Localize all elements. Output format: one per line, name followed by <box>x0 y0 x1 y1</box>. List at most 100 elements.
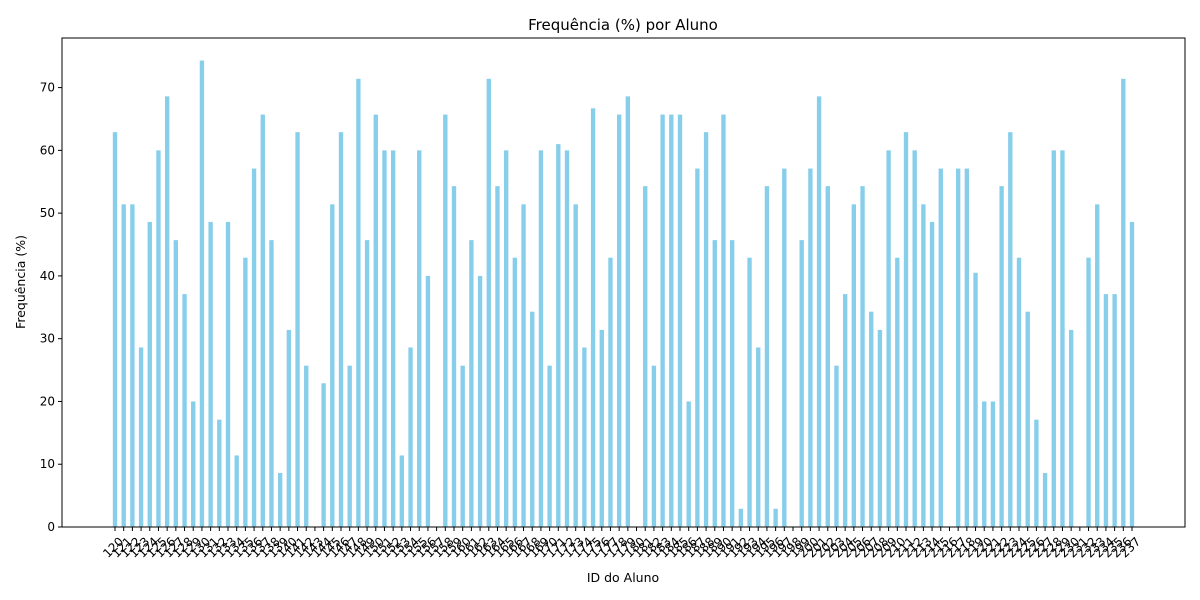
bar-227 <box>1042 473 1048 527</box>
bar-221 <box>990 401 996 527</box>
bar-144 <box>321 383 326 527</box>
bar-147 <box>347 365 352 527</box>
bar-168 <box>530 311 535 527</box>
bar-122 <box>130 204 135 527</box>
bar-175 <box>590 108 596 527</box>
bar-162 <box>477 275 483 527</box>
bar-203 <box>834 365 839 527</box>
bar-131 <box>208 221 213 528</box>
bar-153 <box>399 455 405 527</box>
bar-196 <box>773 508 778 527</box>
bar-190 <box>721 114 726 527</box>
bar-163 <box>486 78 491 528</box>
bar-159 <box>451 186 457 527</box>
bar-208 <box>877 329 883 527</box>
bar-205 <box>851 204 857 527</box>
plot-area-frame <box>61 37 1186 528</box>
bar-225 <box>1025 311 1030 527</box>
bar-232 <box>1086 257 1091 527</box>
bar-212 <box>912 150 917 528</box>
bar-158 <box>443 114 448 527</box>
bar-237 <box>1129 221 1135 528</box>
bar-177 <box>608 257 613 527</box>
bar-184 <box>669 114 674 527</box>
bar-201 <box>816 96 822 527</box>
bar-152 <box>390 150 396 528</box>
bar-206 <box>860 186 865 527</box>
bar-189 <box>712 240 717 527</box>
y-axis-ticks: 0 10 20 30 40 50 60 70 <box>40 81 62 534</box>
bar-155 <box>417 150 422 528</box>
bar-161 <box>469 240 474 527</box>
x-axis-title: ID do Aluno <box>587 570 659 585</box>
bar-151 <box>382 150 387 528</box>
bar-192 <box>738 508 744 527</box>
bar-126 <box>164 96 170 527</box>
bar-138 <box>269 240 274 527</box>
bar-182 <box>651 365 657 527</box>
y-tick-label: 0 <box>47 520 55 534</box>
bar-137 <box>260 114 265 527</box>
bar-229 <box>1060 150 1065 528</box>
bar-219 <box>973 272 978 527</box>
bar-181 <box>643 186 648 527</box>
y-tick-label: 20 <box>40 394 55 408</box>
bar-207 <box>869 311 874 527</box>
bar-171 <box>556 144 561 527</box>
bar-178 <box>616 114 622 527</box>
bar-215 <box>938 168 943 527</box>
bar-164 <box>495 186 500 527</box>
bar-120 <box>112 132 118 527</box>
bar-166 <box>512 257 518 527</box>
bar-230 <box>1068 329 1074 527</box>
bar-169 <box>538 150 544 528</box>
bar-136 <box>251 168 257 527</box>
bar-172 <box>564 150 570 528</box>
y-tick-label: 70 <box>40 81 55 95</box>
bar-142 <box>304 365 309 527</box>
bar-217 <box>955 168 961 527</box>
bar-195 <box>764 186 770 527</box>
y-tick-label: 30 <box>40 332 55 346</box>
bar-176 <box>599 329 604 527</box>
bar-150 <box>373 114 378 527</box>
bar-132 <box>217 419 222 527</box>
bar-154 <box>408 347 413 527</box>
bar-167 <box>521 204 526 527</box>
bar-125 <box>156 150 161 528</box>
bar-193 <box>747 257 752 527</box>
bar-149 <box>364 240 370 527</box>
y-tick-label: 10 <box>40 457 55 471</box>
bar-200 <box>808 168 813 527</box>
bar-133 <box>225 221 231 528</box>
bar-199 <box>799 240 804 527</box>
chart-title: Frequência (%) por Aluno <box>528 16 718 34</box>
bar-194 <box>756 347 761 527</box>
bar-223 <box>1008 132 1013 527</box>
x-axis-ticks: 1201211221231241251261271281291301311321… <box>100 527 1143 561</box>
bar-179 <box>625 96 631 527</box>
bars-group <box>112 60 1135 528</box>
bar-145 <box>330 204 335 527</box>
bar-127 <box>173 240 179 527</box>
bar-236 <box>1121 78 1126 528</box>
bar-226 <box>1034 419 1039 527</box>
bar-234 <box>1103 294 1109 527</box>
bar-224 <box>1016 257 1022 527</box>
y-tick-label: 60 <box>40 143 55 157</box>
bar-173 <box>573 204 578 527</box>
bar-130 <box>199 60 205 527</box>
bar-210 <box>895 257 900 527</box>
bar-148 <box>356 78 361 528</box>
bar-204 <box>842 294 848 527</box>
bar-214 <box>929 221 935 528</box>
bar-160 <box>460 365 465 527</box>
bar-185 <box>677 114 683 527</box>
bar-186 <box>686 401 691 527</box>
bar-222 <box>999 186 1004 527</box>
bar-188 <box>703 132 709 527</box>
bar-202 <box>825 186 830 527</box>
bar-183 <box>660 114 665 527</box>
bar-139 <box>277 473 283 527</box>
bar-218 <box>964 168 970 527</box>
